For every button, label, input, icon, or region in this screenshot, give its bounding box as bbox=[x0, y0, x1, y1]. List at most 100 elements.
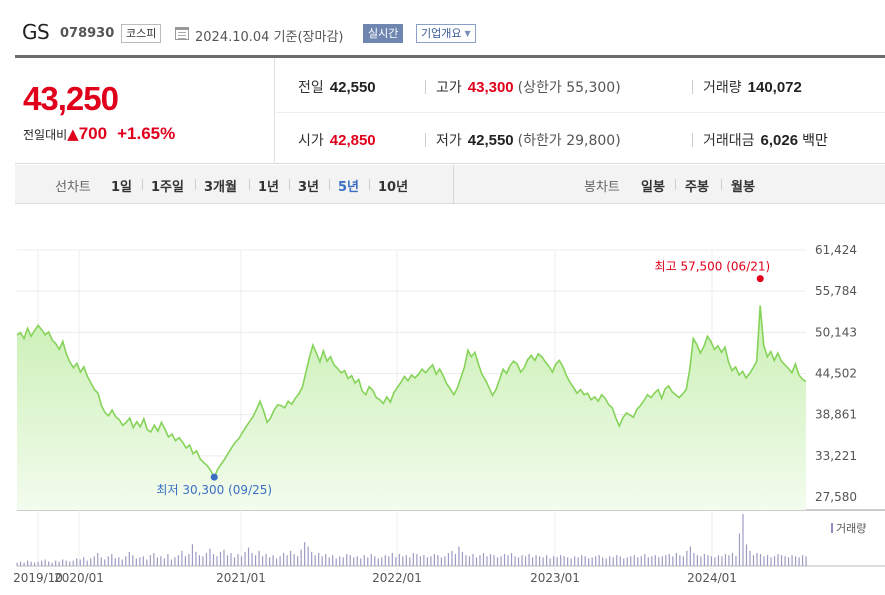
volume-bar bbox=[630, 556, 632, 566]
volume-bar bbox=[654, 555, 656, 566]
y-tick-label: 55,784 bbox=[815, 284, 857, 298]
open-stat: 시가 42,850 bbox=[298, 130, 376, 150]
line-chart-label: 선차트 bbox=[55, 180, 91, 195]
candle-weekly[interactable]: 주봉 bbox=[685, 180, 709, 195]
volume-bar bbox=[665, 555, 667, 566]
volume-bar bbox=[542, 557, 544, 566]
volume-bar bbox=[766, 555, 769, 566]
period-separator bbox=[249, 179, 250, 190]
volume-bar bbox=[595, 556, 597, 566]
min-label: 최저 30,300 (09/25) bbox=[156, 483, 272, 497]
up-triangle-icon: ▲ bbox=[67, 125, 79, 143]
volume-bar bbox=[69, 561, 71, 566]
volume-bar bbox=[570, 558, 572, 566]
y-tick-label: 38,861 bbox=[815, 408, 857, 422]
price-line bbox=[16, 305, 807, 479]
stat-separator bbox=[692, 133, 693, 147]
volume-bar bbox=[272, 555, 274, 566]
volume-bar bbox=[584, 556, 586, 566]
volume-bar bbox=[493, 555, 495, 566]
volume-bar bbox=[342, 557, 344, 566]
volume-bar bbox=[23, 562, 25, 566]
period-10y[interactable]: 10년 bbox=[378, 180, 409, 195]
amount-stat: 거래대금 6,026 백만 bbox=[703, 130, 828, 150]
volume-bar bbox=[198, 555, 201, 566]
y-tick-label: 33,221 bbox=[815, 449, 857, 463]
volume-legend-label: 거래량 bbox=[836, 522, 866, 535]
volume-bar bbox=[437, 555, 439, 566]
candle-daily[interactable]: 일봉 bbox=[641, 180, 665, 195]
volume-bar bbox=[335, 558, 337, 566]
volume-bar bbox=[55, 560, 57, 566]
realtime-button[interactable]: 실시간 bbox=[363, 24, 404, 43]
volume-bar bbox=[770, 557, 772, 566]
period-separator bbox=[195, 179, 196, 190]
stat-separator bbox=[425, 133, 426, 147]
company-overview-label: 기업개요 bbox=[421, 27, 462, 40]
volume-bar bbox=[104, 559, 106, 566]
volume-bar bbox=[738, 533, 741, 566]
volume-bar bbox=[107, 556, 109, 566]
lower-limit: (하한가 29,800) bbox=[517, 133, 621, 149]
volume-bar bbox=[202, 556, 204, 566]
company-overview-button[interactable]: 기업개요 ▼ bbox=[416, 24, 476, 43]
volume-bar bbox=[381, 557, 383, 566]
volume-value: 140,072 bbox=[747, 79, 802, 96]
volume-bar bbox=[356, 556, 358, 566]
period-bar-divider bbox=[453, 165, 454, 204]
volume-bar bbox=[121, 559, 123, 566]
volume-bar bbox=[644, 554, 646, 566]
period-3m[interactable]: 3개월 bbox=[204, 180, 237, 195]
volume-bar bbox=[717, 555, 720, 566]
period-1w[interactable]: 1주일 bbox=[151, 180, 184, 195]
volume-bar bbox=[714, 557, 716, 566]
volume-bar bbox=[735, 556, 737, 566]
period-separator bbox=[675, 179, 676, 190]
candle-monthly[interactable]: 월봉 bbox=[731, 180, 755, 195]
volume-bar bbox=[20, 561, 22, 566]
volume-bar bbox=[290, 550, 292, 566]
volume-bar bbox=[304, 542, 306, 566]
volume-bar bbox=[318, 553, 320, 566]
amount-unit: 백만 bbox=[802, 133, 828, 149]
volume-bar bbox=[784, 556, 786, 566]
volume-bar bbox=[265, 554, 267, 566]
volume-label: 거래량 bbox=[703, 80, 742, 96]
period-1y[interactable]: 1년 bbox=[258, 180, 280, 195]
volume-bar bbox=[391, 553, 393, 566]
volume-bar bbox=[339, 556, 341, 566]
quote-box: 43,250 전일대비▲700 +1.65% 전일 42,550 고가 43,300(… bbox=[15, 55, 885, 164]
period-1d[interactable]: 1일 bbox=[111, 180, 133, 195]
volume-bar bbox=[787, 557, 790, 566]
volume-bar bbox=[773, 556, 776, 566]
volume-bar bbox=[188, 554, 190, 566]
volume-bar bbox=[489, 554, 492, 566]
volume-bar bbox=[184, 556, 187, 566]
volume-bar bbox=[111, 554, 113, 566]
volume-bar bbox=[311, 551, 313, 566]
volume-bar bbox=[780, 555, 783, 566]
volume-bar bbox=[90, 558, 92, 566]
volume-bar bbox=[591, 557, 593, 566]
volume-bar bbox=[549, 558, 551, 566]
volume-bar bbox=[553, 556, 555, 566]
volume-bar bbox=[679, 555, 681, 566]
min-point bbox=[210, 473, 218, 481]
low-value: 42,550 bbox=[467, 132, 514, 149]
volume-bar bbox=[254, 555, 257, 566]
volume-bar bbox=[174, 557, 176, 566]
volume-bar bbox=[763, 556, 765, 566]
volume-bar bbox=[468, 556, 471, 566]
price-chart[interactable]: 61,424 55,784 50,143 44,502 38,861 33,221 27,5… bbox=[0, 240, 885, 595]
amount-label: 거래대금 bbox=[703, 133, 755, 149]
period-5y[interactable]: 5년 bbox=[338, 180, 360, 195]
volume-bar bbox=[756, 553, 758, 566]
stat-separator bbox=[692, 80, 693, 94]
volume-bar bbox=[454, 554, 457, 566]
candle-chart-label: 봉차트 bbox=[584, 180, 620, 195]
volume-bar bbox=[777, 554, 779, 566]
period-3y[interactable]: 3년 bbox=[298, 180, 320, 195]
volume-bar bbox=[58, 561, 60, 566]
volume-legend-swatch bbox=[831, 523, 833, 533]
volume-bar bbox=[405, 555, 407, 566]
